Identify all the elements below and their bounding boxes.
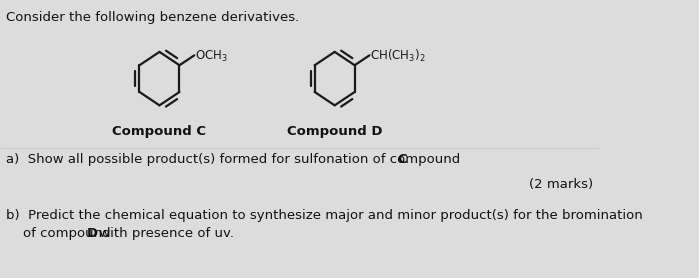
Text: CH(CH$_3$)$_2$: CH(CH$_3$)$_2$ [370,48,426,64]
Text: a)  Show all possible product(s) formed for sulfonation of compound: a) Show all possible product(s) formed f… [6,153,464,166]
Text: b)  Predict the chemical equation to synthesize major and minor product(s) for t: b) Predict the chemical equation to synt… [6,209,642,222]
Text: Compound C: Compound C [113,125,206,138]
Text: of compound: of compound [6,227,115,240]
Text: OCH$_3$: OCH$_3$ [195,49,228,64]
Text: (2 marks): (2 marks) [529,178,593,191]
Text: with presence of uv.: with presence of uv. [94,227,233,240]
Text: Compound D: Compound D [287,125,382,138]
Text: C: C [397,153,407,166]
Text: Consider the following benzene derivatives.: Consider the following benzene derivativ… [6,11,299,24]
Text: D: D [87,227,98,240]
